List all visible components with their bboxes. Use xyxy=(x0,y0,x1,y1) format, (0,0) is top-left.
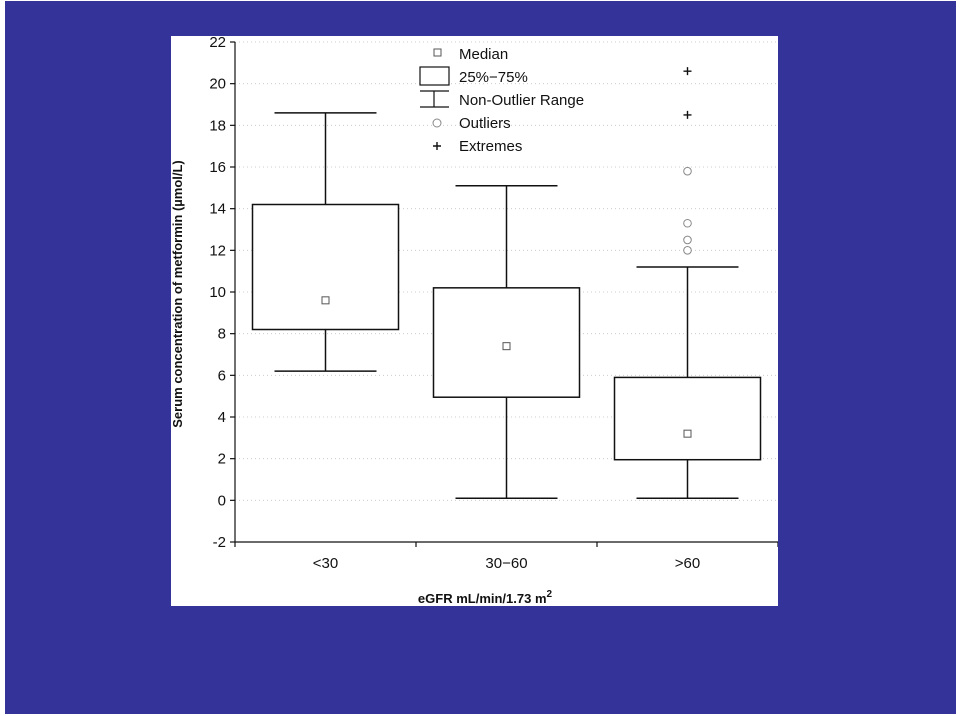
y-tick-label: 0 xyxy=(218,492,226,509)
slide-background: 22 20 18 16 14 12 10 8 6 4 2 0 -2 <30 30−60 >60 Serum c… xyxy=(5,1,956,714)
y-tick-label: 18 xyxy=(209,117,226,134)
y-tick-label: 2 xyxy=(218,451,226,468)
outlier-point xyxy=(683,218,692,228)
outlier-point xyxy=(683,166,692,176)
y-tick-label: 8 xyxy=(218,326,226,343)
y-tick-label: 22 xyxy=(209,36,226,51)
y-axis-title: Serum concentration of metformin (µmol/L… xyxy=(171,160,185,428)
x-tick-label: 30−60 xyxy=(485,555,527,572)
legend: Median 25%−75% Non-Outlier Range Outlier… xyxy=(419,46,584,155)
y-tick-label: 6 xyxy=(218,367,226,384)
legend-box-symbol xyxy=(419,66,450,86)
legend-extreme-symbol xyxy=(433,142,441,150)
box-group xyxy=(251,112,400,372)
boxes-layer xyxy=(251,67,762,499)
extreme-point xyxy=(683,110,692,119)
x-axis-title: eGFR mL/min/1.73 m2 xyxy=(418,589,553,606)
y-tick-label: 16 xyxy=(209,159,226,176)
outlier-point xyxy=(683,246,692,255)
y-tick-label: -2 xyxy=(213,534,226,551)
legend-range-symbol xyxy=(420,90,449,108)
iqr-box xyxy=(251,203,400,331)
y-tick-label: 10 xyxy=(209,284,226,301)
x-tick-label: >60 xyxy=(675,555,700,572)
x-axis-title-text: eGFR mL/min/1.73 m xyxy=(418,591,547,606)
y-tick-label: 4 xyxy=(218,409,226,426)
x-axis-title-superscript: 2 xyxy=(547,589,553,600)
legend-outlier-symbol xyxy=(432,118,442,128)
chart-panel: 22 20 18 16 14 12 10 8 6 4 2 0 -2 <30 30−60 >60 Serum c… xyxy=(171,36,778,606)
legend-range-label: Non-Outlier Range xyxy=(459,92,584,109)
iqr-box xyxy=(613,376,762,461)
legend-outliers-label: Outliers xyxy=(459,115,511,132)
legend-box-label: 25%−75% xyxy=(459,69,528,86)
box-group xyxy=(613,67,762,499)
x-tick-label: <30 xyxy=(313,555,338,572)
legend-extremes-label: Extremes xyxy=(459,138,522,155)
median-marker xyxy=(321,296,330,305)
outlier-point xyxy=(683,235,692,245)
median-marker xyxy=(683,429,692,438)
y-tick-label: 14 xyxy=(209,201,226,218)
median-marker xyxy=(502,342,511,351)
legend-median-label: Median xyxy=(459,46,508,63)
y-tick-label: 12 xyxy=(209,242,226,259)
y-tick-label: 20 xyxy=(209,76,226,93)
legend-median-symbol xyxy=(433,48,442,57)
extreme-point xyxy=(683,67,692,76)
box-group xyxy=(432,185,581,499)
